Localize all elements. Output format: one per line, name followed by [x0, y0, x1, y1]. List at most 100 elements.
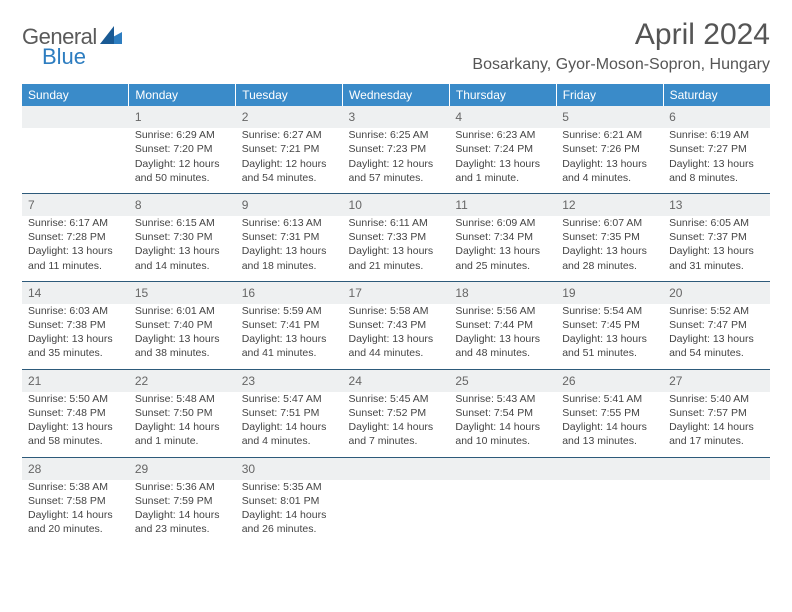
day-info-line: Daylight: 13 hours: [669, 332, 764, 346]
day-number: 19: [556, 281, 663, 304]
day-info-line: Sunset: 7:41 PM: [242, 318, 337, 332]
day-cell: Sunrise: 6:19 AMSunset: 7:27 PMDaylight:…: [663, 128, 770, 193]
day-info-line: Daylight: 14 hours: [242, 420, 337, 434]
day-info-line: Daylight: 13 hours: [349, 332, 444, 346]
day-info-line: Sunrise: 6:15 AM: [135, 216, 230, 230]
location: Bosarkany, Gyor-Moson-Sopron, Hungary: [472, 56, 770, 74]
day-cell: Sunrise: 5:59 AMSunset: 7:41 PMDaylight:…: [236, 304, 343, 369]
day-info-line: Sunrise: 6:19 AM: [669, 128, 764, 142]
day-info-line: Sunrise: 5:45 AM: [349, 392, 444, 406]
day-info-line: Daylight: 13 hours: [562, 244, 657, 258]
day-info-line: Sunset: 7:40 PM: [135, 318, 230, 332]
logo-text-b: Blue: [42, 44, 86, 70]
day-info-line: Daylight: 13 hours: [28, 244, 123, 258]
day-info-line: Sunset: 7:58 PM: [28, 494, 123, 508]
weekday-header: Monday: [129, 84, 236, 106]
day-info-line: Daylight: 14 hours: [455, 420, 550, 434]
day-cell: Sunrise: 6:07 AMSunset: 7:35 PMDaylight:…: [556, 216, 663, 281]
day-number: 4: [449, 106, 556, 128]
day-info-line: Sunset: 7:28 PM: [28, 230, 123, 244]
day-info-line: and 57 minutes.: [349, 171, 444, 185]
day-number: 25: [449, 369, 556, 392]
day-number: 21: [22, 369, 129, 392]
month-title: April 2024: [472, 18, 770, 52]
day-number: 12: [556, 193, 663, 216]
day-number: 7: [22, 193, 129, 216]
day-info-line: Sunset: 7:23 PM: [349, 142, 444, 156]
day-number: 1: [129, 106, 236, 128]
weekday-header: Saturday: [663, 84, 770, 106]
day-cell: Sunrise: 5:40 AMSunset: 7:57 PMDaylight:…: [663, 392, 770, 457]
day-info-line: Sunset: 7:20 PM: [135, 142, 230, 156]
day-info-line: and 26 minutes.: [242, 522, 337, 536]
day-number: 30: [236, 457, 343, 480]
day-info-line: and 54 minutes.: [242, 171, 337, 185]
day-info-line: Daylight: 12 hours: [349, 157, 444, 171]
day-info-line: Sunset: 7:38 PM: [28, 318, 123, 332]
day-number: 5: [556, 106, 663, 128]
day-number-row: 78910111213: [22, 193, 770, 216]
day-info-line: Sunrise: 5:36 AM: [135, 480, 230, 494]
day-number: 20: [663, 281, 770, 304]
day-number: 27: [663, 369, 770, 392]
day-cell: Sunrise: 5:35 AMSunset: 8:01 PMDaylight:…: [236, 480, 343, 545]
day-number: 11: [449, 193, 556, 216]
day-number: 10: [343, 193, 450, 216]
day-info-line: Daylight: 13 hours: [669, 157, 764, 171]
day-cell: Sunrise: 6:05 AMSunset: 7:37 PMDaylight:…: [663, 216, 770, 281]
day-info-line: Sunrise: 5:59 AM: [242, 304, 337, 318]
day-number: 24: [343, 369, 450, 392]
day-info-line: Sunset: 7:35 PM: [562, 230, 657, 244]
day-info-line: and 17 minutes.: [669, 434, 764, 448]
day-cell: Sunrise: 5:41 AMSunset: 7:55 PMDaylight:…: [556, 392, 663, 457]
day-cell: [22, 128, 129, 193]
day-cell: Sunrise: 6:29 AMSunset: 7:20 PMDaylight:…: [129, 128, 236, 193]
day-info-line: and 44 minutes.: [349, 346, 444, 360]
day-cell: Sunrise: 5:43 AMSunset: 7:54 PMDaylight:…: [449, 392, 556, 457]
day-info-line: Sunset: 8:01 PM: [242, 494, 337, 508]
day-cell: Sunrise: 6:17 AMSunset: 7:28 PMDaylight:…: [22, 216, 129, 281]
day-cell: Sunrise: 5:54 AMSunset: 7:45 PMDaylight:…: [556, 304, 663, 369]
day-cell: [343, 480, 450, 545]
title-block: April 2024 Bosarkany, Gyor-Moson-Sopron,…: [472, 18, 770, 74]
day-cell: Sunrise: 6:11 AMSunset: 7:33 PMDaylight:…: [343, 216, 450, 281]
day-number: [343, 457, 450, 480]
day-info-line: Sunset: 7:44 PM: [455, 318, 550, 332]
day-content-row: Sunrise: 5:38 AMSunset: 7:58 PMDaylight:…: [22, 480, 770, 545]
day-info-line: Daylight: 14 hours: [669, 420, 764, 434]
day-info-line: Sunrise: 6:25 AM: [349, 128, 444, 142]
day-info-line: Sunrise: 5:38 AM: [28, 480, 123, 494]
day-info-line: Sunrise: 6:27 AM: [242, 128, 337, 142]
day-info-line: Daylight: 13 hours: [562, 157, 657, 171]
day-info-line: and 10 minutes.: [455, 434, 550, 448]
day-number: 16: [236, 281, 343, 304]
day-info-line: Sunset: 7:33 PM: [349, 230, 444, 244]
day-info-line: and 1 minute.: [135, 434, 230, 448]
day-info-line: Sunset: 7:50 PM: [135, 406, 230, 420]
day-info-line: Sunset: 7:47 PM: [669, 318, 764, 332]
day-number: 13: [663, 193, 770, 216]
day-number: 15: [129, 281, 236, 304]
day-number: 22: [129, 369, 236, 392]
day-info-line: Sunrise: 5:41 AM: [562, 392, 657, 406]
day-info-line: Daylight: 13 hours: [28, 332, 123, 346]
day-info-line: Sunrise: 6:09 AM: [455, 216, 550, 230]
day-info-line: and 38 minutes.: [135, 346, 230, 360]
day-info-line: Sunset: 7:27 PM: [669, 142, 764, 156]
day-info-line: Sunset: 7:34 PM: [455, 230, 550, 244]
day-number: 29: [129, 457, 236, 480]
day-number: [22, 106, 129, 128]
day-info-line: and 1 minute.: [455, 171, 550, 185]
day-info-line: Sunrise: 5:52 AM: [669, 304, 764, 318]
day-number: 8: [129, 193, 236, 216]
day-cell: Sunrise: 5:50 AMSunset: 7:48 PMDaylight:…: [22, 392, 129, 457]
day-cell: Sunrise: 6:25 AMSunset: 7:23 PMDaylight:…: [343, 128, 450, 193]
day-info-line: Sunrise: 5:50 AM: [28, 392, 123, 406]
day-info-line: Sunrise: 5:40 AM: [669, 392, 764, 406]
day-info-line: Daylight: 13 hours: [28, 420, 123, 434]
day-info-line: Sunset: 7:52 PM: [349, 406, 444, 420]
day-info-line: Daylight: 13 hours: [455, 244, 550, 258]
day-cell: Sunrise: 5:56 AMSunset: 7:44 PMDaylight:…: [449, 304, 556, 369]
day-info-line: and 4 minutes.: [242, 434, 337, 448]
day-info-line: Sunrise: 6:23 AM: [455, 128, 550, 142]
